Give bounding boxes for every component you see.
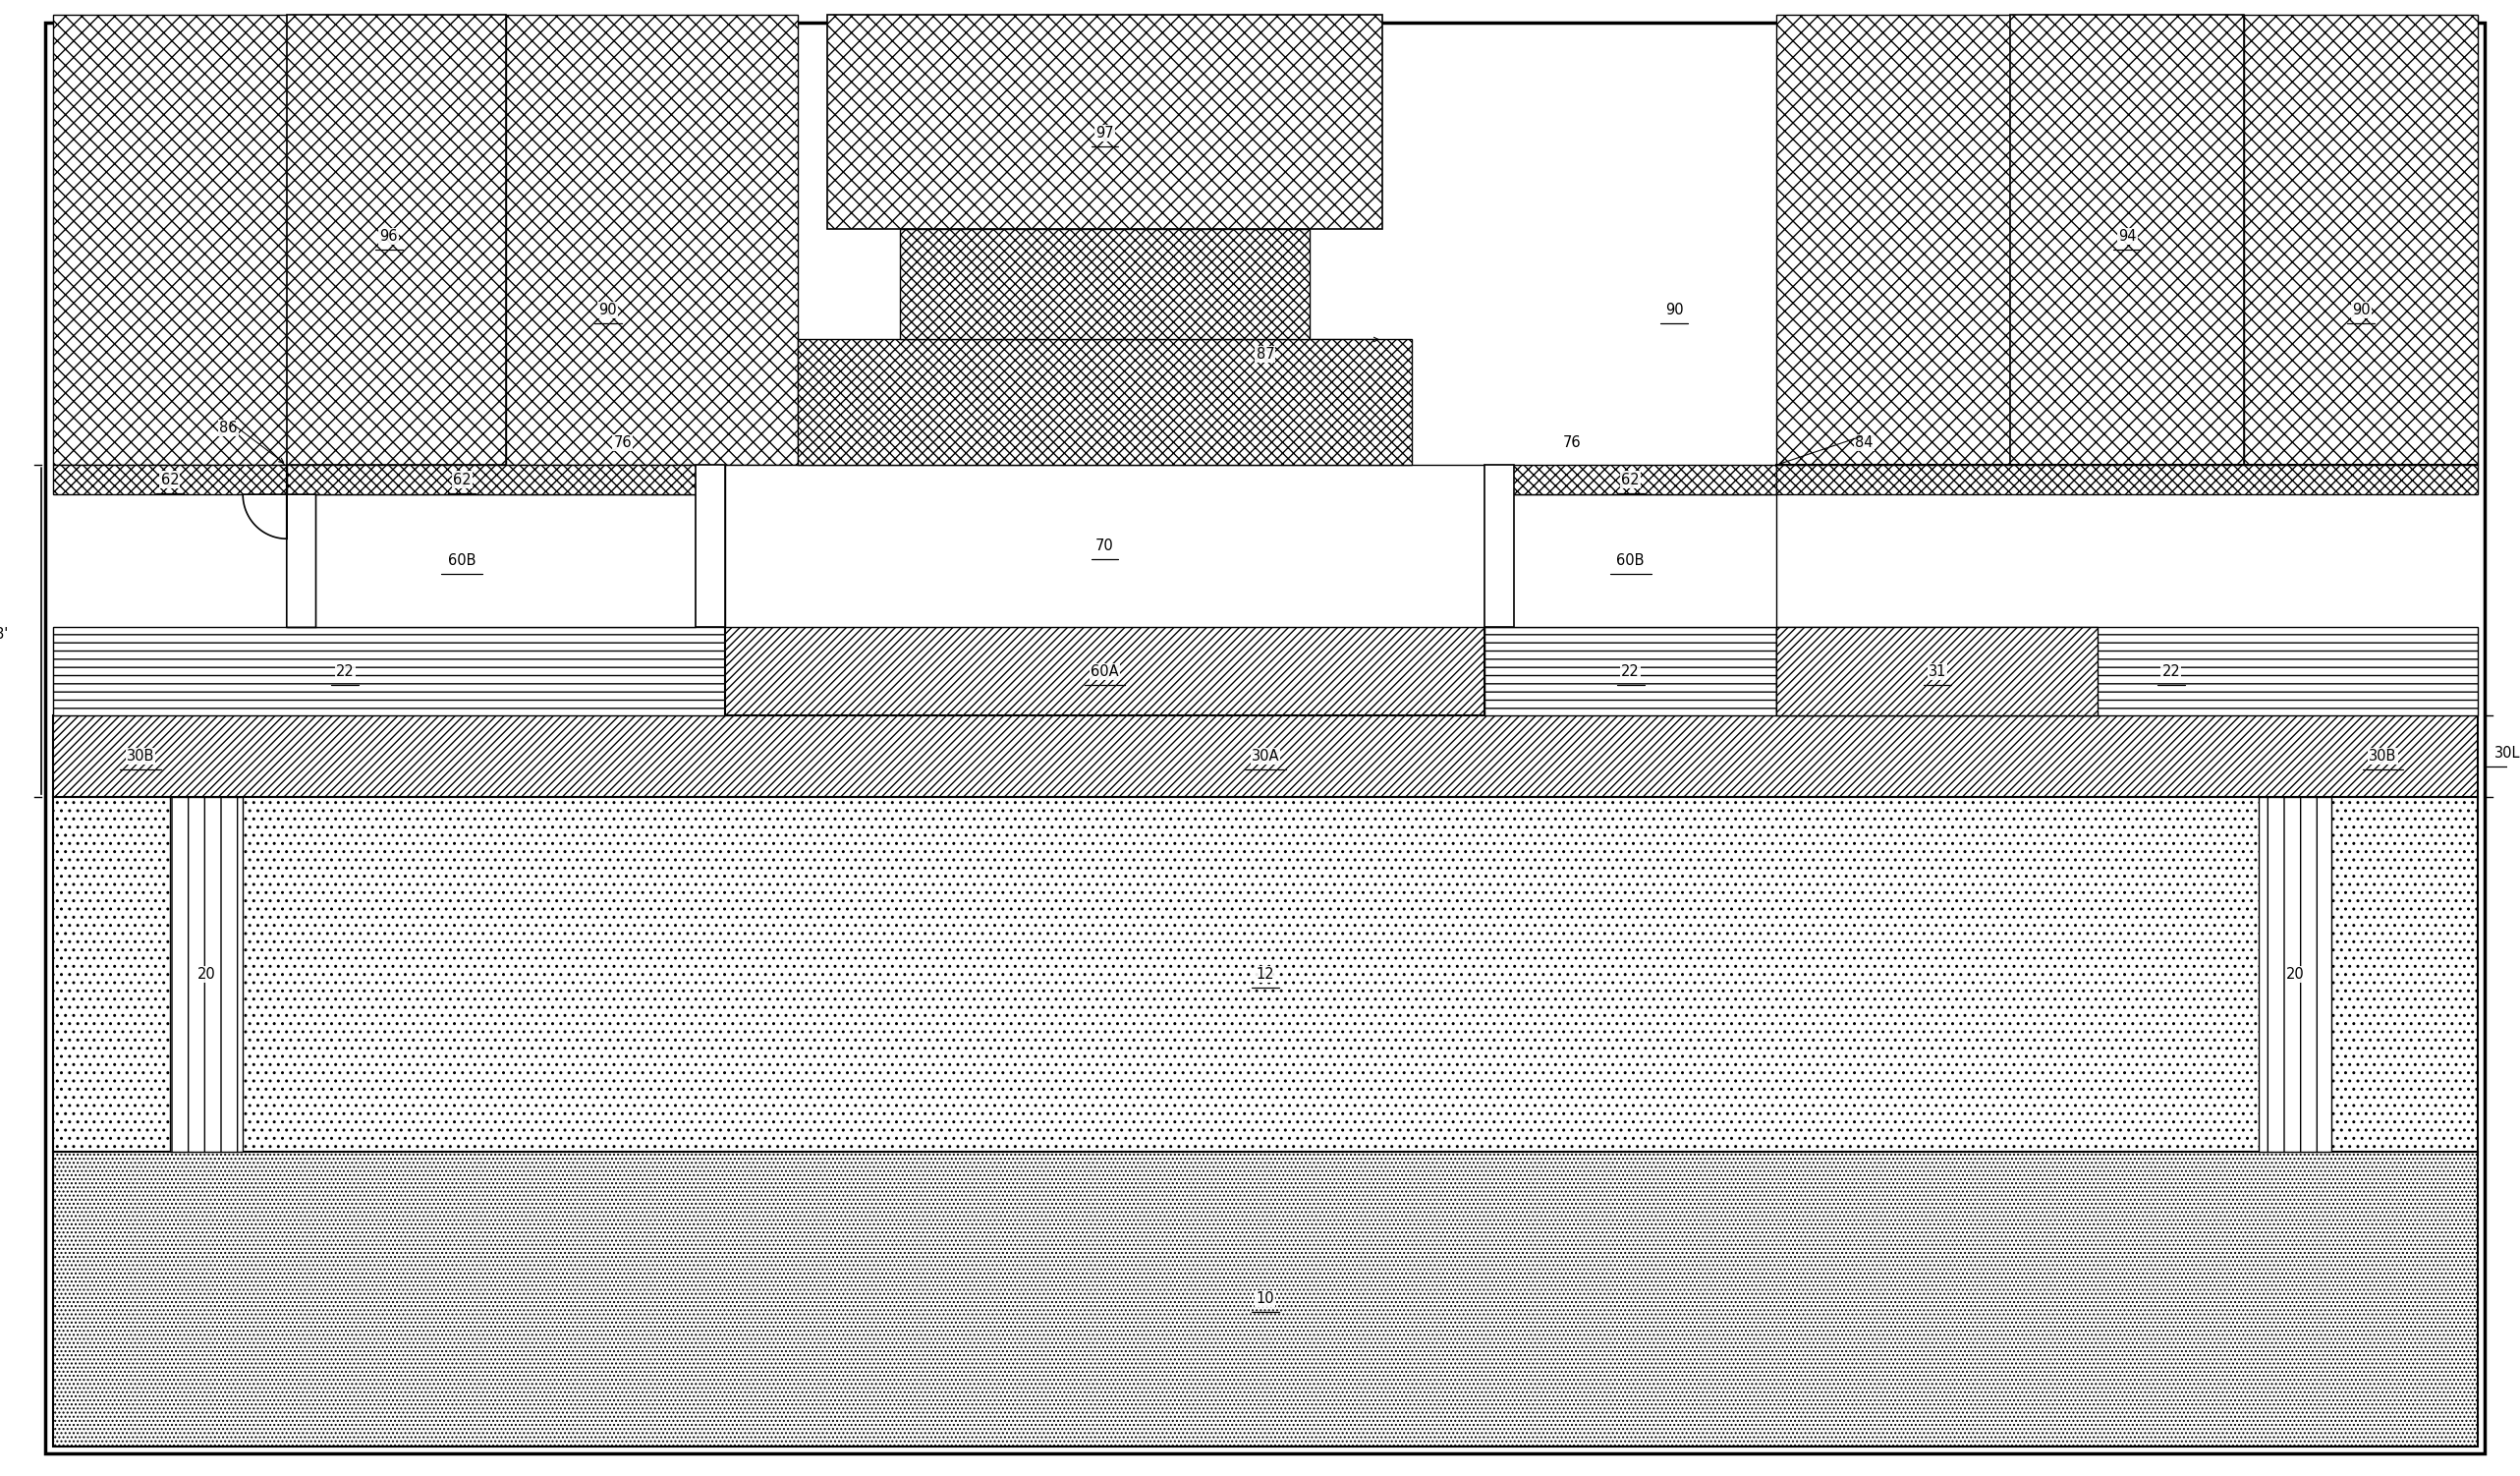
Bar [1484,465,1777,494]
Bar [287,15,507,465]
Text: 86: 86 [219,421,237,435]
Text: 90: 90 [1666,303,1683,317]
Bar [1484,494,1777,627]
Text: 30A: 30A [1252,750,1280,763]
Bar [1777,465,2477,494]
Bar [1484,627,1777,716]
Text: 12: 12 [1255,967,1275,982]
Text: 90: 90 [600,303,617,317]
Text: 30L: 30L [2495,745,2520,760]
Bar [1484,465,1515,627]
Text: 90: 90 [2351,303,2369,317]
Bar [827,15,1383,229]
Text: 62: 62 [454,472,471,487]
Text: 87: 87 [1255,347,1275,362]
Text: 94: 94 [2119,229,2137,244]
Bar [53,627,726,716]
Text: 76: 76 [612,435,633,450]
Text: 96: 96 [381,229,398,244]
Bar [2011,15,2243,465]
Bar [2258,797,2331,1151]
Bar [1777,627,2477,716]
Bar [53,797,2477,1151]
Bar [287,465,696,494]
Bar [799,339,1411,465]
Text: 76: 76 [1562,435,1580,450]
Text: 20: 20 [2286,967,2303,982]
Text: 62: 62 [161,472,179,487]
Text: 30B: 30B [2369,750,2397,763]
Text: 60A: 60A [1091,664,1119,679]
Text: 60B: 60B [1615,554,1646,568]
Text: 22: 22 [1620,664,1641,679]
Text: 84: 84 [1855,435,1872,450]
Text: 97: 97 [1096,125,1114,140]
Text: 70: 70 [1096,539,1114,554]
Bar [53,15,287,465]
Text: 60B: 60B [449,554,476,568]
Text: 10: 10 [1255,1292,1275,1306]
Bar [53,465,287,494]
Bar [696,465,726,627]
Text: 8': 8' [0,627,8,642]
Bar [169,797,242,1151]
Bar [53,716,2477,797]
Text: 22: 22 [335,664,355,679]
Bar [1777,15,2011,465]
Text: 22: 22 [2162,664,2180,679]
Bar [726,465,1484,627]
Polygon shape [242,465,315,627]
Text: 62: 62 [1620,472,1641,487]
Text: 20: 20 [197,967,217,982]
Bar [1777,627,2099,716]
Text: 30B: 30B [126,750,154,763]
Bar [900,229,1310,339]
Bar [507,15,799,465]
Bar [53,1151,2477,1446]
Bar [2243,15,2477,465]
Bar [287,494,696,627]
Text: 31: 31 [1928,664,1945,679]
Bar [726,627,1484,716]
